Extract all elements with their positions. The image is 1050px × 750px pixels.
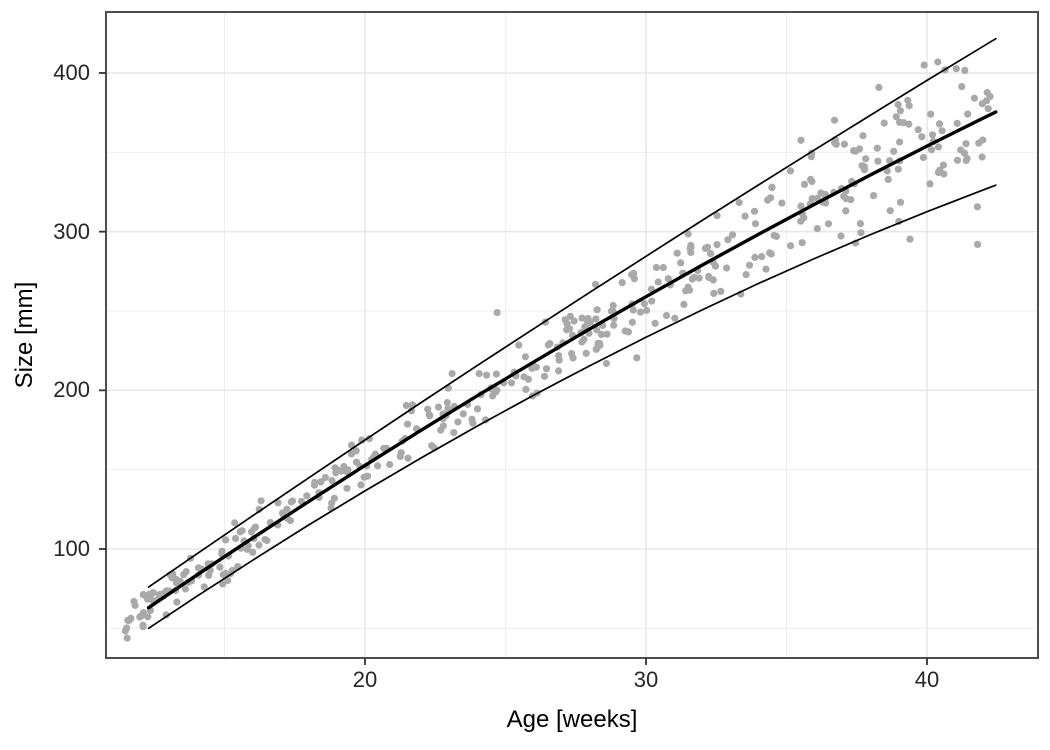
x-tick-label-20: 20	[352, 667, 378, 692]
x-axis-title: Age [weeks]	[506, 706, 638, 733]
y-tick-label-400: 400	[53, 60, 90, 85]
x-tick-label-30: 30	[633, 667, 659, 692]
axis-tick-marks	[99, 72, 928, 665]
y-tick-label-200: 200	[53, 377, 90, 402]
fit-center-line	[146, 110, 998, 610]
gridlines-major	[106, 12, 1038, 658]
panel-border	[105, 11, 1039, 659]
upper-bound-line	[147, 37, 997, 588]
lower-bound-line	[147, 184, 997, 630]
y-tick-label-300: 300	[53, 219, 90, 244]
scatter-points	[121, 58, 994, 642]
y-tick-label-100: 100	[53, 536, 90, 561]
gridlines-minor	[106, 12, 1038, 658]
y-axis-title: Size [mm]	[11, 281, 38, 389]
x-tick-label-40: 40	[914, 667, 940, 692]
